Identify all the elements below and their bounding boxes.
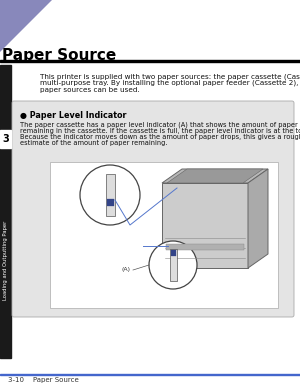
Polygon shape xyxy=(0,0,52,52)
Text: multi-purpose tray. By installing the optional paper feeder (Cassette 2), up to : multi-purpose tray. By installing the op… xyxy=(40,80,300,86)
Bar xyxy=(170,250,175,256)
Bar xyxy=(106,174,115,216)
Text: (A): (A) xyxy=(121,267,130,273)
Text: This printer is supplied with two paper sources: the paper cassette (Cassette 1): This printer is supplied with two paper … xyxy=(40,73,300,80)
Bar xyxy=(106,199,113,206)
Text: 3-10    Paper Source: 3-10 Paper Source xyxy=(8,377,79,383)
Text: ● Paper Level Indicator: ● Paper Level Indicator xyxy=(20,111,127,120)
Text: 3: 3 xyxy=(2,134,9,144)
Text: remaining in the cassette. If the cassette is full, the paper level indicator is: remaining in the cassette. If the casset… xyxy=(20,127,300,134)
Bar xyxy=(166,244,244,250)
FancyBboxPatch shape xyxy=(12,101,294,317)
Bar xyxy=(0,130,11,148)
Bar xyxy=(169,249,176,281)
Circle shape xyxy=(80,165,140,225)
Text: Because the indicator moves down as the amount of paper drops, this gives a roug: Because the indicator moves down as the … xyxy=(20,134,300,140)
Polygon shape xyxy=(167,169,263,183)
Polygon shape xyxy=(162,169,268,183)
Bar xyxy=(0,65,11,358)
Text: The paper cassette has a paper level indicator (A) that shows the amount of pape: The paper cassette has a paper level ind… xyxy=(20,121,298,127)
Polygon shape xyxy=(248,169,268,268)
Bar xyxy=(162,183,248,268)
Bar xyxy=(0,59,300,62)
Text: paper sources can be used.: paper sources can be used. xyxy=(40,87,140,93)
Circle shape xyxy=(149,241,197,289)
Text: Paper Source: Paper Source xyxy=(2,48,116,63)
Text: estimate of the amount of paper remaining.: estimate of the amount of paper remainin… xyxy=(20,141,167,147)
Text: Loading and Outputting Paper: Loading and Outputting Paper xyxy=(3,220,8,300)
Bar xyxy=(0,374,300,375)
Bar xyxy=(50,162,278,308)
